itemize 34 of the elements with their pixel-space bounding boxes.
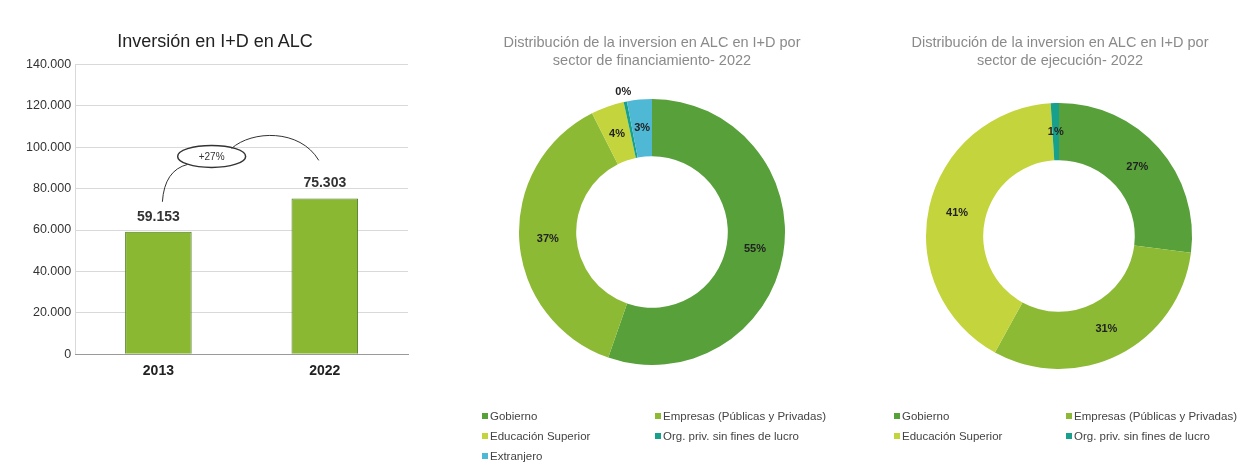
y-tick-label: 100.000 [26, 139, 72, 154]
y-tick-label: 140.000 [26, 56, 72, 71]
data-label: 59.153 [136, 207, 181, 224]
data-label: 4% [609, 126, 626, 139]
data-label: 27% [1126, 159, 1149, 172]
y-tick-label: 20.000 [32, 305, 72, 320]
data-label: 3% [634, 121, 651, 134]
data-label: 75.303 [303, 174, 347, 191]
x-tick-label: 2013 [142, 362, 175, 379]
data-label: 41% [946, 206, 969, 219]
legend-label: Educación Superior [490, 429, 591, 444]
y-tick-label: 0 [64, 346, 72, 361]
legend-label: Gobierno [902, 409, 950, 424]
data-label: 1% [1047, 124, 1064, 137]
y-tick-label: 120.000 [26, 98, 72, 113]
legend-label: Empresas (Públicas y Privadas) [1074, 409, 1237, 424]
data-label: 37% [536, 231, 560, 244]
x-tick-label: 2022 [309, 362, 341, 379]
chart-title: Inversión en I+D en ALC [116, 30, 314, 52]
data-label: 55% [743, 242, 767, 255]
data-label: 31% [1095, 322, 1118, 335]
legend-label: Org. priv. sin fines de lucro [663, 429, 799, 444]
annotation: +27% [198, 150, 225, 162]
legend-label: Gobierno [490, 409, 538, 424]
legend-label: Educación Superior [902, 429, 1003, 444]
legend-label: Empresas (Públicas y Privadas) [663, 409, 826, 424]
y-tick-label: 60.000 [32, 222, 72, 237]
legend-label: Extranjero [490, 449, 543, 464]
legend-label: Org. priv. sin fines de lucro [1074, 429, 1210, 444]
chart-title: Distribución de la inversion en ALC en I+D por sector de financiamiento- 2022 [502, 34, 802, 69]
y-tick-label: 40.000 [32, 263, 72, 278]
y-tick-label: 80.000 [32, 181, 72, 196]
data-label: 0% [615, 84, 632, 97]
chart-title: Distribución de la inversion en ALC en I+D por sector de ejecución- 2022 [910, 34, 1210, 69]
